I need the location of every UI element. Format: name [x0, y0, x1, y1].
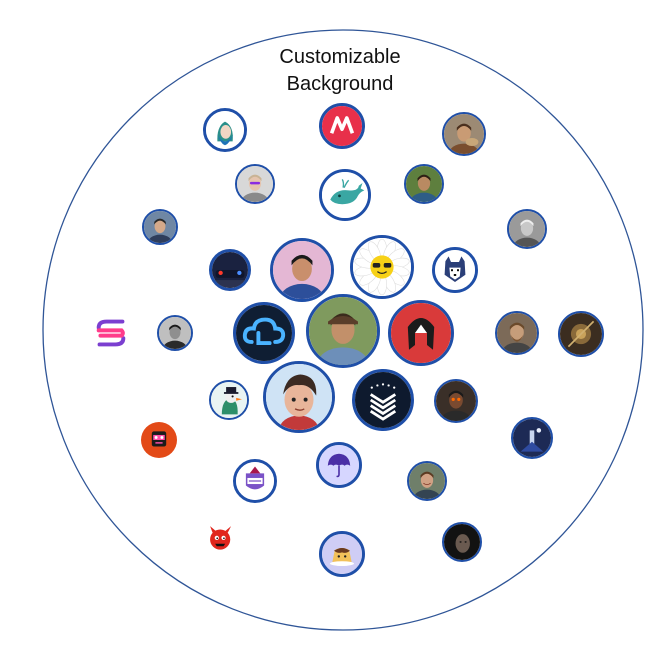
avatar-red-monster-icon-graphic: [200, 516, 242, 558]
avatar-smiling-man-icon: [407, 461, 447, 501]
avatar-red-m-logo-icon: [319, 103, 365, 149]
avatar-pudding-icon: [319, 531, 365, 577]
avatar-man-portrait-icon: [142, 209, 178, 245]
avatar-whale-icon-graphic: [322, 172, 368, 218]
avatar-bearded-man-icon: [495, 311, 539, 355]
avatar-pink-robot-icon: [141, 422, 177, 458]
avatar-dark-face-icon: [442, 522, 482, 562]
avatar-bearded-man-icon-graphic: [497, 313, 537, 353]
avatar-bird-top-hat-icon-graphic: [211, 382, 247, 418]
avatar-man-outdoors-icon: [404, 164, 444, 204]
avatar-bw-portrait-icon: [507, 209, 547, 249]
avatar-man-pink-background-icon: [270, 238, 334, 302]
avatar-car-lights-icon-graphic: [212, 252, 248, 288]
avatar-wizard-badge-icon: [233, 459, 277, 503]
avatar-man-hat-center-icon-graphic: [309, 297, 377, 365]
avatar-woman-sunglasses-icon: [235, 164, 275, 204]
avatar-fantasy-art-icon-graphic: [513, 419, 551, 457]
avatar-umbrella-icon-graphic: [319, 445, 359, 485]
avatar-man-portrait-icon-graphic: [144, 211, 176, 243]
avatar-chevron-logo-icon-graphic: [355, 372, 411, 428]
avatar-dark-face-icon-graphic: [444, 524, 480, 560]
avatar-steampunk-icon: [558, 311, 604, 357]
avatar-glowing-eyes-icon-graphic: [436, 381, 476, 421]
avatar-woman-sunglasses-icon-graphic: [237, 166, 273, 202]
avatar-smiling-man-icon-graphic: [409, 463, 445, 499]
avatar-steampunk-icon-graphic: [560, 313, 602, 355]
avatar-elf-drawing-icon-graphic: [206, 111, 244, 149]
avatar-man-hat-center-icon: [306, 294, 380, 368]
avatar-bw-portrait-icon-graphic: [509, 211, 545, 247]
avatar-man-with-animal-icon-graphic: [444, 114, 484, 154]
avatar-cloud-logo-icon: [233, 302, 295, 364]
background-label-line-2: Background: [286, 73, 394, 95]
avatar-cartoon-boy-icon-graphic: [266, 364, 332, 430]
avatar-red-helmet-icon-graphic: [391, 303, 451, 363]
avatar-pudding-icon-graphic: [322, 534, 362, 574]
avatar-man-dark-icon: [157, 315, 193, 351]
avatar-elf-drawing-icon: [203, 108, 247, 152]
avatar-red-helmet-icon: [388, 300, 454, 366]
avatar-cartoon-boy-icon: [263, 361, 335, 433]
avatar-fantasy-art-icon: [511, 417, 553, 459]
avatar-red-m-logo-icon-graphic: [322, 106, 362, 146]
avatar-daisy-sunglasses-icon-graphic: [353, 238, 411, 296]
avatar-whale-icon: [319, 169, 371, 221]
avatar-cloud-logo-icon-graphic: [236, 305, 292, 361]
background-label-line-1: Customizable: [279, 46, 401, 68]
background-label: Customizable Background: [240, 44, 440, 98]
avatar-daisy-sunglasses-icon: [350, 235, 414, 299]
avatar-car-lights-icon: [209, 249, 251, 291]
avatar-umbrella-icon: [316, 442, 362, 488]
avatar-s-logo-icon: [89, 311, 133, 355]
avatar-wizard-badge-icon-graphic: [236, 462, 274, 500]
avatar-husky-pixel-icon: [432, 247, 478, 293]
avatar-man-outdoors-icon-graphic: [406, 166, 442, 202]
avatar-bird-top-hat-icon: [209, 380, 249, 420]
avatar-pink-robot-icon-graphic: [141, 422, 177, 458]
avatar-chevron-logo-icon: [352, 369, 414, 431]
avatar-s-logo-icon-graphic: [89, 311, 133, 355]
avatar-man-dark-icon-graphic: [159, 317, 191, 349]
avatar-red-monster-icon: [200, 516, 242, 558]
avatar-glowing-eyes-icon: [434, 379, 478, 423]
avatar-man-pink-background-icon-graphic: [273, 241, 331, 299]
avatar-husky-pixel-icon-graphic: [435, 250, 475, 290]
avatar-man-with-animal-icon: [442, 112, 486, 156]
